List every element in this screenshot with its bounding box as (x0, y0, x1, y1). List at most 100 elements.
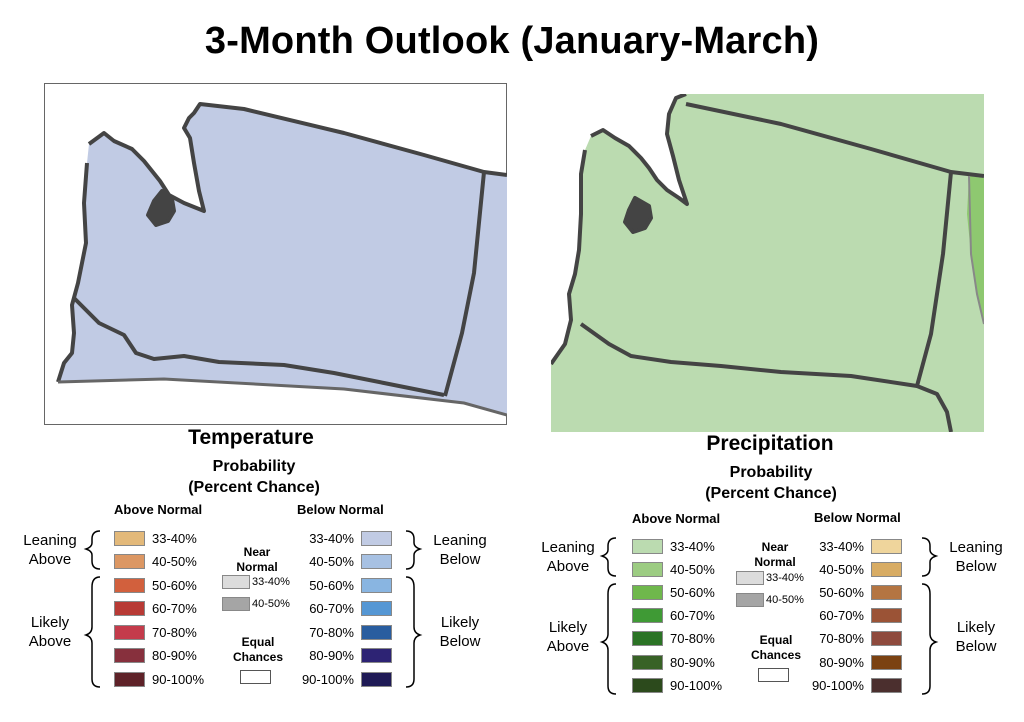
below-normal-row: 50-60% (298, 576, 392, 594)
below-normal-row: 40-50% (298, 553, 392, 571)
above-normal-row: 33-40% (632, 537, 715, 555)
above-swatch (632, 608, 663, 624)
below-range-label: 40-50% (819, 561, 864, 577)
below-normal-row: 80-90% (298, 647, 392, 665)
above-normal-row: 90-100% (114, 670, 204, 688)
above-normal-row: 60-70% (632, 607, 715, 625)
left-braces (599, 537, 617, 695)
above-swatch (114, 601, 145, 616)
below-normal-row: 90-100% (298, 670, 392, 688)
above-swatch (114, 648, 145, 663)
above-swatch (632, 677, 663, 693)
below-swatch (361, 554, 392, 569)
below-normal-header: Below Normal (814, 510, 901, 525)
below-swatch (361, 648, 392, 663)
above-swatch (114, 671, 145, 687)
below-normal-row: 50-60% (808, 583, 902, 601)
below-swatch (361, 530, 392, 546)
below-range-label: 70-80% (309, 624, 354, 640)
leaning-below-label: Leaning Below (433, 532, 487, 568)
above-normal-header: Above Normal (632, 511, 721, 526)
above-normal-row: 40-50% (632, 560, 715, 578)
above-range-label: 40-50% (670, 561, 715, 577)
equal-chances-swatch (758, 668, 789, 682)
state-borders (551, 94, 984, 432)
below-swatch (871, 677, 902, 693)
below-range-label: 80-90% (309, 648, 354, 663)
below-range-label: 50-60% (309, 577, 354, 593)
equal-chances-swatch (240, 670, 271, 684)
leaning-above-label: Leaning Above (541, 539, 595, 575)
below-swatch (361, 671, 392, 687)
precipitation-legend-title: Precipitation (706, 432, 834, 455)
above-normal-row: 60-70% (114, 600, 197, 618)
below-range-label: 40-50% (309, 554, 354, 569)
above-swatch (632, 631, 663, 647)
near-normal-label: Near Normal (754, 540, 796, 569)
right-braces (405, 530, 423, 688)
below-normal-row: 40-50% (808, 560, 902, 578)
equal-chances-label: Equal Chances (750, 633, 802, 662)
below-swatch (871, 608, 902, 624)
temperature-map (44, 83, 507, 425)
near-normal-swatch (736, 571, 764, 585)
above-range-label: 40-50% (152, 554, 197, 569)
above-swatch (632, 654, 663, 670)
legend-subtitle-probability: Probability (212, 458, 296, 475)
below-normal-row: 90-100% (808, 676, 902, 694)
above-range-label: 60-70% (152, 601, 197, 616)
below-range-label: 50-60% (819, 584, 864, 600)
near-normal-row: 40-50% (736, 593, 804, 607)
leaning-below-label: Leaning Below (949, 539, 1003, 575)
above-range-label: 33-40% (670, 538, 715, 554)
leaning-above-label: Leaning Above (23, 532, 77, 568)
temperature-outlook-area (58, 104, 507, 415)
below-range-label: 33-40% (309, 530, 354, 546)
likely-above-label: Likely Above (28, 614, 72, 650)
above-normal-row: 50-60% (632, 583, 715, 601)
page-title: 3-Month Outlook (January-March) (204, 20, 820, 62)
near-normal-row: 40-50% (222, 597, 290, 611)
above-normal-row: 50-60% (114, 576, 197, 594)
below-range-label: 80-90% (819, 654, 864, 670)
legend-subtitle-probability: Probability (729, 464, 813, 481)
above-range-label: 90-100% (152, 671, 205, 687)
above-swatch (114, 624, 145, 640)
above-swatch (632, 584, 663, 600)
below-range-label: 33-40% (819, 538, 864, 554)
below-normal-row: 70-80% (298, 623, 392, 641)
below-swatch (871, 538, 902, 554)
above-normal-row: 70-80% (114, 623, 197, 641)
temperature-legend-title: Temperature (188, 426, 314, 449)
temperature-legend: Temperature Probability (Percent Chance)… (0, 425, 512, 722)
above-range-label: 70-80% (670, 631, 715, 647)
above-range-label: 90-100% (670, 677, 723, 693)
above-range-label: 50-60% (152, 577, 197, 593)
equal-chances-label: Equal Chances (232, 635, 284, 664)
likely-below-label: Likely Below (955, 619, 997, 655)
above-range-label: 70-80% (152, 624, 197, 640)
below-normal-row: 70-80% (808, 630, 902, 648)
likely-above-label: Likely Above (546, 619, 590, 655)
state-borders (56, 102, 507, 397)
below-range-label: 70-80% (819, 631, 864, 647)
below-normal-row: 33-40% (808, 537, 902, 555)
below-swatch (871, 584, 902, 600)
above-normal-row: 70-80% (632, 630, 715, 648)
near-normal-label: Near Normal (236, 545, 278, 574)
below-range-label: 90-100% (301, 671, 354, 687)
below-normal-row: 60-70% (298, 600, 392, 618)
below-normal-row: 60-70% (808, 607, 902, 625)
below-normal-row: 33-40% (298, 529, 392, 547)
above-swatch (114, 554, 145, 569)
above-normal-row: 80-90% (632, 653, 715, 671)
above-normal-row: 33-40% (114, 529, 197, 547)
right-braces (921, 537, 939, 695)
above-normal-row: 90-100% (632, 676, 722, 694)
above-normal-row: 80-90% (114, 647, 197, 665)
above-swatch (632, 561, 663, 577)
below-range-label: 90-100% (811, 677, 864, 693)
precipitation-accent-area (967, 176, 984, 324)
near-normal-row: 33-40% (222, 575, 290, 589)
near-normal-swatch (222, 597, 250, 611)
